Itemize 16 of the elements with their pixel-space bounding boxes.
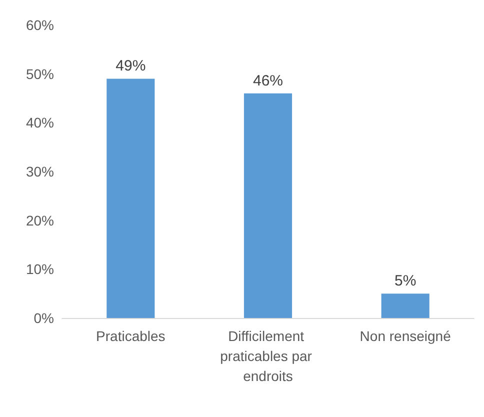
x-tick-label: Non renseigné — [360, 328, 452, 344]
y-tick-label: 40% — [26, 114, 54, 131]
y-tick-label: 20% — [26, 212, 54, 228]
y-tick-label: 10% — [26, 261, 54, 278]
y-tick-label: 30% — [26, 164, 54, 180]
bar — [244, 93, 292, 318]
x-tick-label: Difficilement praticables par endroits — [220, 328, 316, 384]
y-tick-label: 50% — [26, 66, 54, 82]
bar — [381, 294, 430, 318]
data-label: 46% — [252, 72, 284, 90]
x-tick-label: Praticables — [96, 328, 166, 344]
y-tick-label: 60% — [26, 17, 54, 33]
bar — [106, 78, 155, 318]
data-label: 5% — [394, 272, 416, 290]
y-tick-label: 0% — [34, 310, 54, 326]
data-label: 49% — [116, 58, 146, 75]
